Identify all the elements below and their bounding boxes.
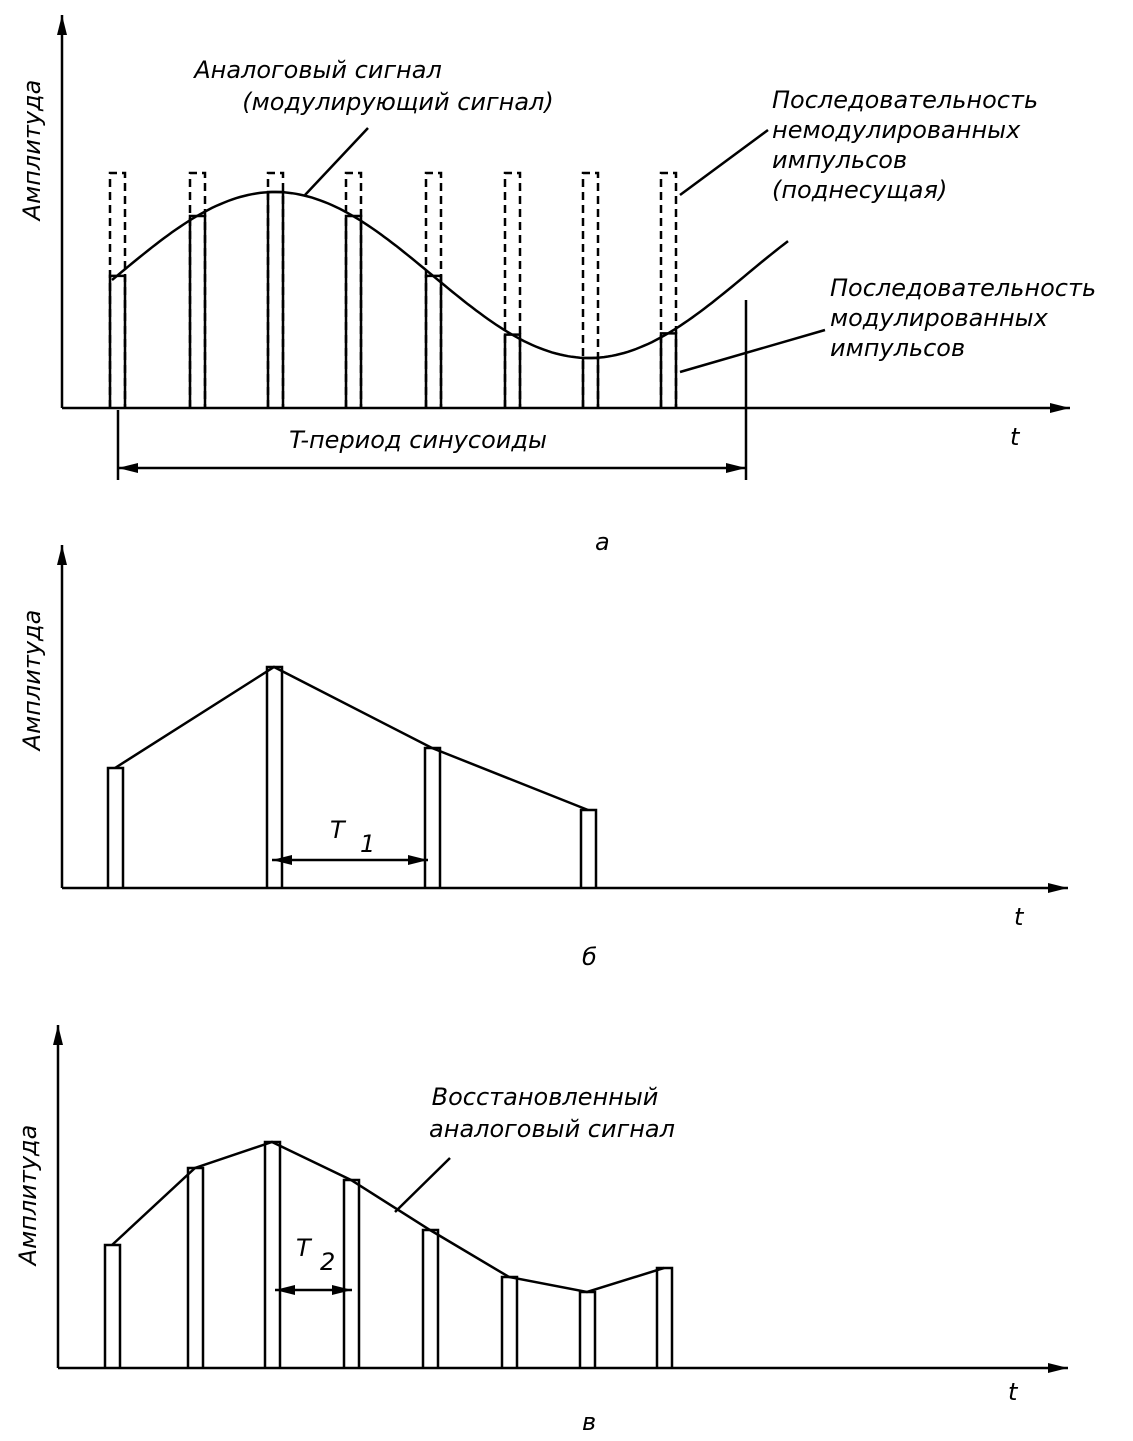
pulse xyxy=(421,1228,440,1368)
x-axis-label: t xyxy=(1010,423,1021,451)
x-axis-label: t xyxy=(1008,1378,1019,1406)
annotation: (модулирующий сигнал) xyxy=(242,88,553,116)
carrier-pulse xyxy=(188,171,207,408)
pulse xyxy=(659,332,678,408)
panel-label: б xyxy=(582,943,597,971)
interval-index: 2 xyxy=(320,1248,335,1276)
annotation: аналоговый сигнал xyxy=(429,1115,675,1143)
annotation: импульсов xyxy=(830,334,965,362)
carrier-pulse xyxy=(581,171,600,408)
pulse xyxy=(263,1140,282,1368)
panel-label: в xyxy=(582,1408,596,1436)
pulse xyxy=(265,665,284,888)
interval-label: T xyxy=(330,816,347,844)
annotation: T-период синусоиды xyxy=(289,426,547,454)
leader xyxy=(679,128,769,197)
pulse xyxy=(578,1290,597,1368)
panel-label: а xyxy=(595,528,610,556)
pulse xyxy=(581,356,600,408)
annotation: модулированных xyxy=(830,304,1049,332)
x-axis-label: t xyxy=(1014,903,1025,931)
pulse xyxy=(342,1178,361,1368)
y-axis-label: Амплитуда xyxy=(18,80,46,223)
leader xyxy=(679,328,826,374)
pulse xyxy=(503,333,522,408)
carrier-pulse xyxy=(659,171,678,408)
annotation: немодулированных xyxy=(772,116,1021,144)
carrier-pulse xyxy=(424,171,443,408)
pulse xyxy=(188,214,207,408)
pulse xyxy=(424,274,443,408)
pulse xyxy=(266,190,285,408)
annotation: Последовательность xyxy=(772,86,1038,114)
annotation: Восстановленный xyxy=(432,1083,659,1111)
pulse xyxy=(186,1166,205,1368)
pulse xyxy=(106,766,125,888)
analog-signal xyxy=(111,190,789,360)
pulse xyxy=(108,274,127,408)
leader xyxy=(304,127,369,196)
pulse xyxy=(344,214,363,408)
carrier-pulse xyxy=(266,171,285,408)
annotation: импульсов xyxy=(772,146,907,174)
carrier-pulse xyxy=(503,171,522,408)
interval-index: 1 xyxy=(360,830,375,858)
pulse xyxy=(103,1243,122,1368)
annotation: Последовательность xyxy=(830,274,1096,302)
envelope xyxy=(114,665,589,812)
annotation: Аналоговый сигнал xyxy=(192,56,442,84)
y-axis-label: Амплитуда xyxy=(14,1125,42,1268)
pulse xyxy=(579,808,598,888)
interval-label: T xyxy=(296,1234,313,1262)
pulse xyxy=(500,1275,519,1368)
pulse xyxy=(423,746,442,888)
annotation: (поднесущая) xyxy=(772,176,947,204)
leader xyxy=(394,1157,451,1213)
restored-signal xyxy=(111,1140,665,1294)
carrier-pulse xyxy=(344,171,363,408)
pulse xyxy=(655,1266,674,1368)
carrier-pulse xyxy=(108,171,127,408)
y-axis-label: Амплитуда xyxy=(18,610,46,753)
